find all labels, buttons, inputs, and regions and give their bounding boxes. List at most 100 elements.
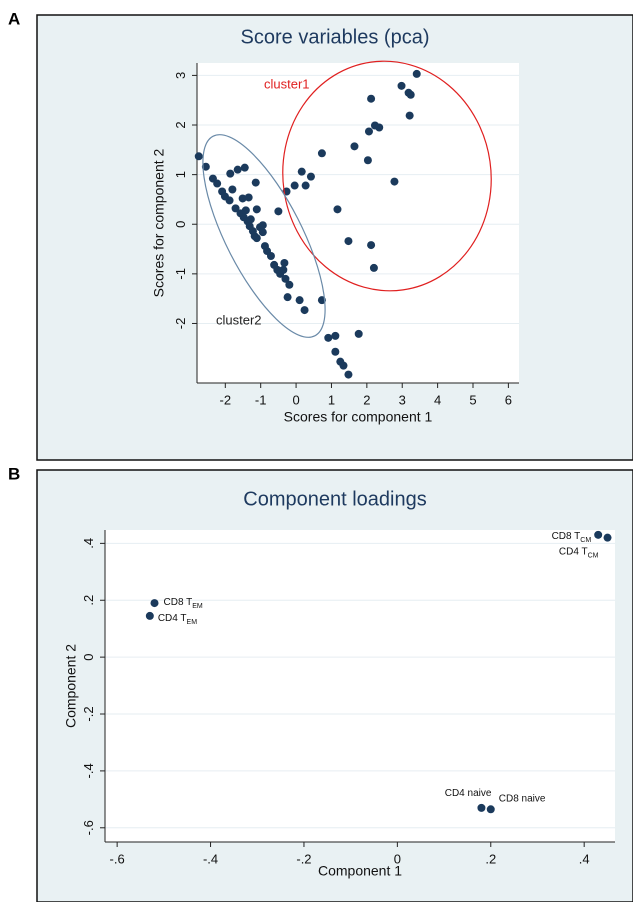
x-tick-label: .2 — [485, 851, 496, 866]
point — [603, 533, 612, 542]
x-tick-label: .4 — [579, 851, 590, 866]
point — [274, 207, 283, 216]
point — [594, 530, 603, 539]
point — [477, 803, 486, 812]
x-axis-label: Scores for component 1 — [284, 409, 433, 425]
x-tick-label: 0 — [394, 851, 401, 866]
point — [369, 263, 378, 272]
point — [405, 111, 414, 120]
point — [241, 206, 250, 215]
point — [364, 127, 373, 136]
point-label: CD8 TCM — [552, 531, 592, 544]
point — [350, 142, 359, 151]
annotation: cluster1 — [264, 76, 310, 91]
point-label: CD4 TEM — [158, 613, 197, 626]
point — [238, 194, 247, 203]
point — [406, 90, 415, 99]
y-tick-label: -.4 — [81, 763, 96, 778]
point — [281, 274, 290, 283]
point-label: CD4 naive — [445, 788, 492, 799]
x-tick-label: 5 — [469, 392, 476, 407]
y-tick-label: -.6 — [81, 820, 96, 835]
point — [324, 333, 333, 342]
chart-layer: A Score variables (pca) -2 -1 0 1 2 3 -2 -1 0 1 2 3 4 5… — [8, 9, 615, 879]
point — [375, 123, 384, 132]
point-label: CD8 naive — [499, 793, 546, 804]
point — [244, 193, 253, 202]
x-axis-label: Component 1 — [318, 863, 402, 879]
point — [397, 81, 406, 90]
x-tick-label: 4 — [434, 392, 441, 407]
panel-label: B — [8, 464, 20, 483]
y-tick-label: 3 — [173, 72, 188, 79]
point — [266, 251, 275, 260]
point — [301, 181, 310, 190]
point — [279, 265, 288, 274]
point-label-sub: CM — [588, 553, 599, 560]
point — [283, 293, 292, 302]
y-tick-label: .2 — [81, 595, 96, 606]
point — [194, 152, 203, 161]
point — [252, 234, 261, 243]
point — [290, 181, 299, 190]
plot-area-b — [105, 530, 615, 842]
point — [251, 178, 260, 187]
x-tick-label: -2 — [220, 392, 232, 407]
point — [213, 179, 222, 188]
x-tick-label: 6 — [505, 392, 512, 407]
y-tick-label: 2 — [173, 121, 188, 128]
point — [317, 149, 326, 158]
point — [231, 204, 240, 213]
cluster2-ellipse — [202, 134, 326, 338]
point-label-text: CD8 T — [552, 531, 581, 542]
y-tick-label: 0 — [173, 221, 188, 228]
point-label-text: CD8 T — [164, 597, 193, 608]
point — [228, 185, 237, 194]
point — [280, 258, 289, 267]
point — [367, 94, 376, 103]
point — [258, 221, 267, 230]
x-tick-label: -1 — [255, 392, 267, 407]
point — [354, 329, 363, 338]
point — [246, 215, 255, 224]
point — [486, 805, 495, 814]
point-label-text: CD4 T — [559, 547, 588, 558]
chart-title: Score variables (pca) — [241, 26, 430, 48]
x-tick-label: 0 — [292, 392, 299, 407]
point — [344, 237, 353, 246]
point-label: CD8 TEM — [164, 597, 203, 610]
point — [285, 280, 294, 289]
point — [258, 228, 267, 237]
point — [367, 241, 376, 250]
point — [233, 165, 242, 174]
point-label-text: CD8 naive — [499, 793, 546, 804]
point — [201, 162, 210, 171]
point — [297, 167, 306, 176]
point — [331, 331, 340, 340]
chart-title: Component loadings — [243, 488, 426, 510]
y-axis-label: Scores for component 2 — [151, 148, 167, 297]
point-label: CD4 TCM — [559, 547, 599, 560]
point — [225, 196, 234, 205]
x-tick-label: 2 — [363, 392, 370, 407]
y-tick-label: .4 — [81, 538, 96, 549]
y-tick-label: -2 — [173, 318, 188, 330]
point — [240, 163, 249, 172]
point — [339, 361, 348, 370]
point — [252, 205, 261, 214]
cluster1-ellipse — [282, 60, 492, 292]
point — [306, 172, 315, 181]
point — [331, 347, 340, 356]
point — [363, 156, 372, 165]
point-label-text: CD4 naive — [445, 788, 492, 799]
point — [295, 296, 304, 305]
point-label-sub: EM — [192, 603, 203, 610]
point — [300, 306, 309, 315]
point — [412, 69, 421, 78]
point — [390, 177, 399, 186]
x-tick-label: 3 — [399, 392, 406, 407]
y-tick-label: -.2 — [81, 706, 96, 721]
panel-label: A — [8, 9, 20, 28]
